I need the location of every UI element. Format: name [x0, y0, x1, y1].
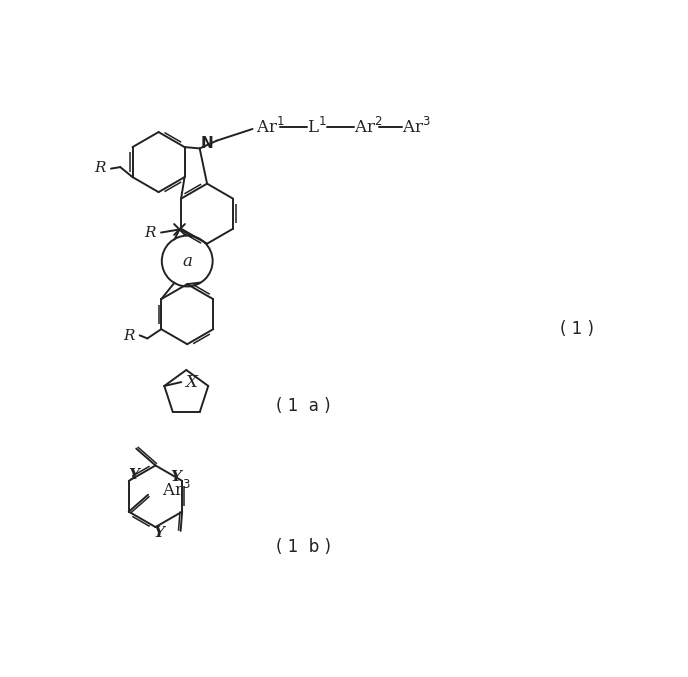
Text: ( 1  a ): ( 1 a ) [276, 397, 331, 415]
Text: Y: Y [153, 526, 164, 540]
Text: L$^1$: L$^1$ [307, 116, 327, 137]
Text: Y: Y [170, 470, 181, 484]
Text: Ar$^2$: Ar$^2$ [354, 116, 383, 137]
Text: ( 1 ): ( 1 ) [559, 320, 594, 338]
Text: ( 1  b ): ( 1 b ) [276, 538, 331, 556]
Text: a: a [182, 253, 192, 269]
Text: R: R [123, 329, 135, 343]
Text: X: X [185, 374, 197, 391]
Text: N: N [201, 136, 214, 151]
Text: R: R [94, 161, 106, 175]
Text: Ar$^3$: Ar$^3$ [402, 116, 431, 137]
Text: R: R [144, 225, 156, 240]
Text: Ar$^3$: Ar$^3$ [162, 480, 191, 500]
Text: Ar$^1$: Ar$^1$ [255, 116, 284, 137]
Text: Y: Y [128, 468, 139, 483]
